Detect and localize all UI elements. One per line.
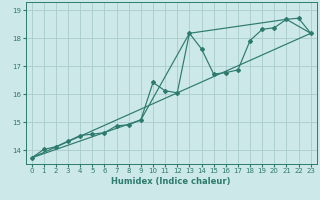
- X-axis label: Humidex (Indice chaleur): Humidex (Indice chaleur): [111, 177, 231, 186]
